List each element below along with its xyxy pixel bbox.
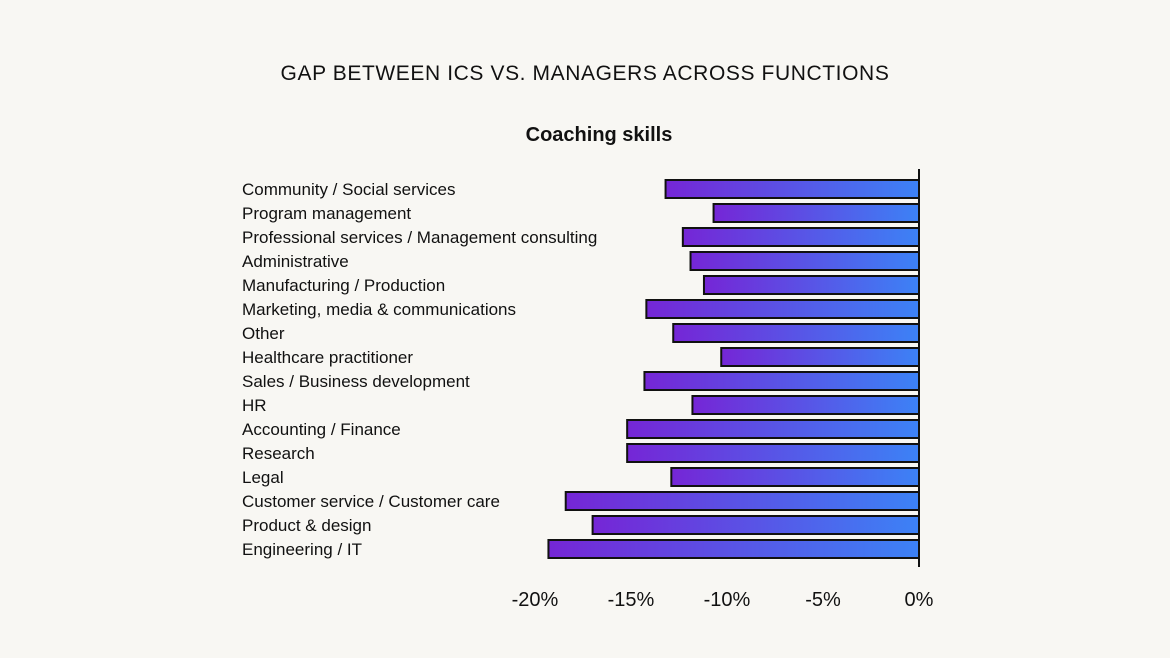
bar bbox=[645, 299, 920, 319]
bar bbox=[664, 179, 920, 199]
category-label: Product & design bbox=[242, 516, 371, 535]
bar bbox=[720, 347, 920, 367]
category-label: Other bbox=[242, 324, 285, 343]
category-label: Administrative bbox=[242, 252, 349, 271]
category-label: Accounting / Finance bbox=[242, 420, 401, 439]
category-label: Sales / Business development bbox=[242, 372, 470, 391]
category-label: Engineering / IT bbox=[242, 540, 362, 559]
chart-title: Coaching skills bbox=[525, 124, 673, 146]
bar bbox=[626, 443, 920, 463]
bar bbox=[681, 227, 921, 247]
category-label: Professional services / Management consu… bbox=[242, 228, 597, 247]
category-label: Research bbox=[242, 444, 315, 463]
x-axis-ticks: -20% -15% -10% -5% 0% bbox=[512, 589, 934, 611]
page-heading: GAP BETWEEN ICS VS. MANAGERS ACROSS FUNC… bbox=[280, 62, 890, 85]
category-label: Manufacturing / Production bbox=[242, 276, 445, 295]
bar bbox=[626, 419, 920, 439]
bars bbox=[547, 179, 921, 559]
bar bbox=[702, 275, 921, 295]
category-label: HR bbox=[242, 396, 267, 415]
bar bbox=[670, 467, 920, 487]
x-tick-label: -5% bbox=[805, 589, 841, 611]
category-label: Legal bbox=[242, 468, 284, 487]
bar bbox=[672, 323, 920, 343]
bar bbox=[691, 395, 920, 415]
category-label: Customer service / Customer care bbox=[242, 492, 500, 511]
x-tick-label: -20% bbox=[512, 589, 559, 611]
bar bbox=[564, 491, 920, 511]
category-label: Marketing, media & communications bbox=[242, 300, 516, 319]
category-label: Healthcare practitioner bbox=[242, 348, 413, 367]
bar bbox=[547, 539, 920, 559]
category-label: Program management bbox=[242, 204, 411, 223]
x-tick-label: -10% bbox=[704, 589, 751, 611]
bar bbox=[591, 515, 920, 535]
category-labels: Community / Social services Program manag… bbox=[242, 180, 597, 559]
x-tick-label: 0% bbox=[905, 589, 934, 611]
bar bbox=[712, 203, 920, 223]
bar bbox=[643, 371, 920, 391]
bar bbox=[689, 251, 921, 271]
x-tick-label: -15% bbox=[608, 589, 655, 611]
category-label: Community / Social services bbox=[242, 180, 456, 199]
